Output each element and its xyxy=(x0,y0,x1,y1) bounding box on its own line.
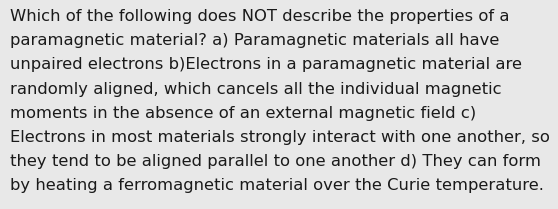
Text: unpaired electrons b)Electrons in a paramagnetic material are: unpaired electrons b)Electrons in a para… xyxy=(10,57,522,73)
Text: paramagnetic material? a) Paramagnetic materials all have: paramagnetic material? a) Paramagnetic m… xyxy=(10,33,499,48)
Text: Electrons in most materials strongly interact with one another, so: Electrons in most materials strongly int… xyxy=(10,130,550,145)
Text: by heating a ferromagnetic material over the Curie temperature.: by heating a ferromagnetic material over… xyxy=(10,178,544,193)
Text: moments in the absence of an external magnetic field c): moments in the absence of an external ma… xyxy=(10,106,477,121)
Text: Which of the following does NOT describe the properties of a: Which of the following does NOT describe… xyxy=(10,9,509,24)
Text: randomly aligned, which cancels all the individual magnetic: randomly aligned, which cancels all the … xyxy=(10,82,502,97)
Text: they tend to be aligned parallel to one another d) They can form: they tend to be aligned parallel to one … xyxy=(10,154,541,169)
